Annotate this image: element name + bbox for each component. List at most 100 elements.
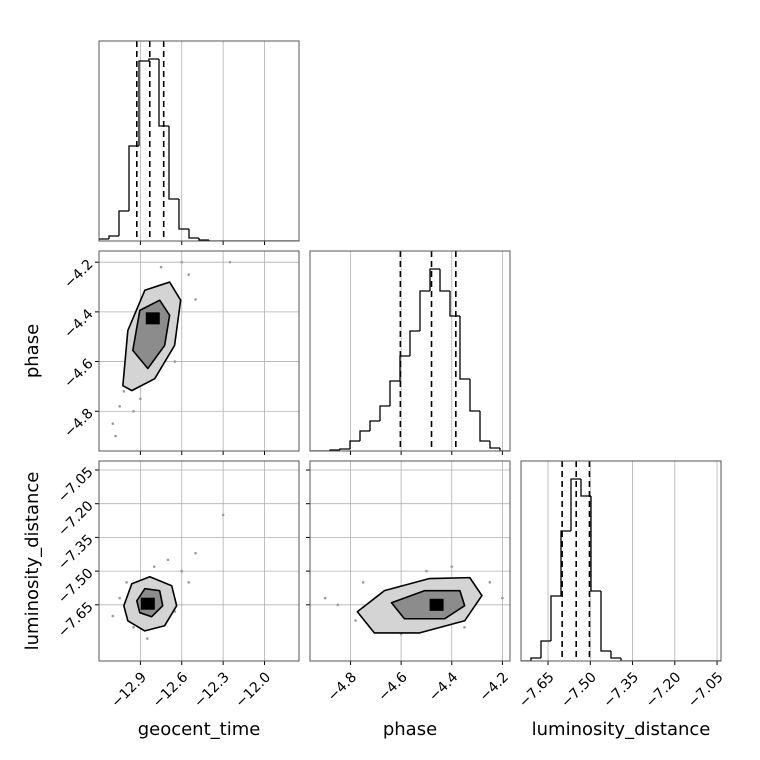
panel-frame bbox=[309, 460, 511, 662]
sample-point bbox=[221, 513, 225, 517]
hist-bin bbox=[188, 229, 199, 239]
plot-area bbox=[521, 461, 721, 661]
hist-bin bbox=[349, 440, 360, 449]
x-tick-label: −12.9 bbox=[108, 669, 150, 711]
sample-point bbox=[228, 260, 232, 264]
sample-point bbox=[132, 625, 135, 629]
y-tick-label: −4.4 bbox=[61, 306, 96, 341]
hist-bin bbox=[540, 640, 551, 658]
x-tick-label: −4.2 bbox=[477, 669, 512, 704]
x-tick-label: −7.50 bbox=[558, 669, 600, 711]
y-tick-label: −7.65 bbox=[55, 599, 97, 641]
hist-bin bbox=[158, 59, 169, 127]
hist-bin bbox=[580, 479, 591, 497]
hist-bin bbox=[118, 210, 129, 236]
hist-bin bbox=[389, 380, 400, 406]
density-peak bbox=[429, 598, 444, 611]
x-axis-label: phase bbox=[383, 719, 437, 740]
sample-point bbox=[118, 404, 121, 408]
sample-point bbox=[180, 569, 184, 573]
x-tick-label: −12.6 bbox=[150, 669, 192, 711]
hist-bin bbox=[168, 126, 179, 200]
hist-bin bbox=[449, 291, 460, 317]
y-axis-label: luminosity_distance bbox=[22, 472, 43, 651]
sample-point bbox=[187, 273, 190, 276]
hist-bin bbox=[369, 420, 380, 431]
hist-bin bbox=[600, 591, 611, 652]
hist-bin bbox=[99, 238, 109, 241]
hist-bin bbox=[419, 290, 430, 331]
sample-point bbox=[194, 551, 197, 555]
hist-bin bbox=[108, 235, 119, 239]
sample-point bbox=[488, 581, 492, 584]
x-tick-label: −7.20 bbox=[643, 669, 685, 711]
panel-frame bbox=[98, 460, 300, 662]
hist-bin bbox=[590, 496, 601, 592]
panel-frame bbox=[520, 460, 722, 662]
hist-bin bbox=[208, 240, 219, 241]
x-axis-label: geocent_time bbox=[138, 719, 261, 740]
sample-point bbox=[125, 581, 128, 584]
panel: −7.65 −7.50 −7.35 −7.20 −7.05 luminosity_dist… bbox=[516, 460, 727, 740]
hist-bin bbox=[339, 448, 350, 450]
hist-bin bbox=[610, 651, 621, 659]
plot-area bbox=[111, 260, 232, 438]
hist-bin bbox=[459, 316, 470, 380]
sample-point bbox=[425, 569, 428, 573]
y-tick-label: −7.35 bbox=[55, 532, 97, 574]
y-tick-label: −7.20 bbox=[55, 498, 97, 540]
hist-bin bbox=[530, 657, 541, 661]
x-tick-label: −12.3 bbox=[191, 669, 233, 711]
sample-point bbox=[122, 390, 126, 393]
y-tick-label: −7.50 bbox=[55, 565, 97, 607]
panel: −4.2 −4.4 −4.6 −4.8 phase bbox=[22, 250, 300, 455]
panel-frame bbox=[309, 250, 511, 452]
sample-point bbox=[173, 360, 177, 363]
hist-bin bbox=[570, 478, 581, 531]
hist-bin bbox=[499, 448, 510, 451]
hist-bin bbox=[479, 411, 490, 442]
x-tick-label: −7.35 bbox=[601, 669, 643, 711]
density-peak bbox=[140, 597, 155, 610]
hist-bin bbox=[409, 330, 420, 356]
x-tick-label: −4.8 bbox=[325, 669, 360, 704]
sample-point bbox=[111, 422, 115, 425]
plot-area bbox=[310, 251, 510, 451]
x-tick-label: −7.65 bbox=[516, 669, 558, 711]
panel: −4.8 −4.6 −4.4 −4.2 phase bbox=[306, 460, 512, 740]
x-tick-label: −4.4 bbox=[426, 669, 461, 704]
hist-bin bbox=[198, 238, 209, 241]
y-tick-label: −7.05 bbox=[55, 464, 97, 506]
plot-area bbox=[99, 41, 299, 241]
hist-bin bbox=[359, 430, 370, 441]
hist-bin bbox=[560, 530, 571, 596]
hist-bin bbox=[178, 199, 189, 230]
panel: −12.9 −12.6 −12.3 −12.0 −7.05−7.20−7.35−7.50… bbox=[22, 460, 300, 740]
hist-bin bbox=[429, 268, 440, 291]
panel-frame bbox=[98, 250, 300, 452]
panel bbox=[309, 250, 511, 455]
sample-point bbox=[180, 260, 184, 264]
sample-point bbox=[139, 397, 142, 401]
sample-point bbox=[336, 603, 340, 607]
sample-point bbox=[361, 581, 365, 584]
sample-point bbox=[111, 614, 115, 618]
sample-point bbox=[501, 596, 504, 600]
x-axis-label: luminosity_distance bbox=[532, 719, 711, 740]
x-tick-label: −7.05 bbox=[685, 669, 727, 711]
hist-bin bbox=[469, 379, 480, 412]
panel-frame bbox=[98, 40, 300, 242]
sample-point bbox=[354, 619, 357, 622]
hist-bin bbox=[148, 58, 159, 61]
sample-point bbox=[187, 581, 190, 584]
x-tick-label: −12.0 bbox=[232, 669, 274, 711]
sample-point bbox=[166, 558, 170, 562]
y-tick-label: −4.6 bbox=[61, 356, 96, 391]
plot-area bbox=[111, 513, 225, 640]
density-peak bbox=[145, 312, 160, 325]
y-axis-label: phase bbox=[22, 324, 43, 378]
y-tick-label: −4.8 bbox=[61, 406, 96, 441]
sample-point bbox=[450, 565, 454, 568]
sample-point bbox=[323, 596, 327, 600]
